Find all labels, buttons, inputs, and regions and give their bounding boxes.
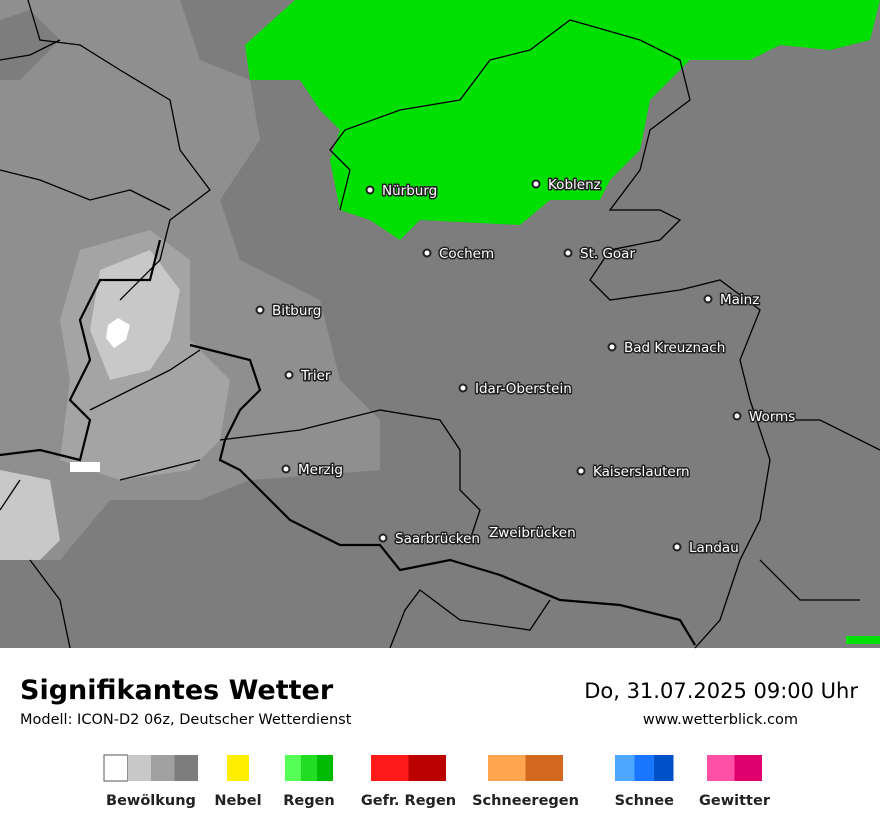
legend-swatch	[654, 755, 674, 781]
city-dot	[563, 248, 573, 258]
subtitle: Modell: ICON-D2 06z, Deutscher Wetterdie…	[20, 712, 352, 728]
city-label: Cochem	[439, 246, 494, 262]
legend-label: Regen	[283, 793, 335, 809]
legend-swatch	[174, 755, 198, 781]
city-dot	[732, 411, 742, 421]
legend-swatch	[408, 755, 446, 781]
legend-label: Gefr. Regen	[361, 793, 456, 809]
legend-label: Schnee	[615, 793, 675, 809]
legend-swatch	[707, 755, 735, 781]
city-dot	[281, 464, 291, 474]
border-line	[0, 39, 171, 211]
city-dot	[255, 305, 265, 315]
legend-swatch	[227, 755, 249, 781]
rain-area	[245, 0, 880, 240]
city-dot	[607, 342, 617, 352]
legend: Bewölkung Nebel Regen Gefr. Regen Schneerege…	[103, 754, 771, 809]
datetime: Do, 31.07.2025 09:00 Uhr	[584, 679, 858, 703]
title: Signifikantes Wetter	[20, 675, 334, 706]
city-dot	[284, 370, 294, 380]
legend-swatch	[371, 755, 409, 781]
city-label: Mainz	[720, 292, 759, 308]
city-dot	[422, 248, 432, 258]
city-dot	[576, 466, 586, 476]
legend-label: Schneeregen	[472, 793, 579, 809]
legend-label: Gewitter	[699, 793, 771, 809]
city-label: Nürburg	[382, 183, 437, 199]
footer: Signifikantes Wetter Modell: ICON-D2 06z…	[20, 675, 858, 728]
city-label: Landau	[689, 540, 739, 556]
city-label: Saarbrücken	[395, 531, 480, 547]
cloud-lighter	[0, 470, 60, 560]
legend-swatch	[301, 755, 317, 781]
city-label: Bad Kreuznach	[624, 340, 725, 356]
city-dot	[703, 294, 713, 304]
cloud-dark	[0, 10, 60, 80]
state-border	[89, 349, 201, 481]
legend-swatch	[151, 755, 175, 781]
rain-area	[846, 636, 880, 644]
legend-label: Nebel	[214, 793, 261, 809]
cities: Nürburg Koblenz Cochem St. Goar Mainz Bitburg…	[255, 176, 797, 558]
city-label: Kaiserslautern	[593, 464, 690, 480]
map: Nürburg Koblenz Cochem St. Goar Mainz Bitburg…	[0, 0, 880, 649]
cloud-lighter	[90, 250, 180, 380]
state-border	[759, 419, 880, 601]
legend-swatch	[317, 755, 333, 781]
city-dot	[672, 542, 682, 552]
legend-swatch	[615, 755, 635, 781]
legend-label: Bewölkung	[106, 793, 196, 809]
city-dot	[458, 383, 468, 393]
city-label: Worms	[749, 409, 795, 425]
city-label: Koblenz	[548, 177, 601, 193]
legend-swatch	[488, 755, 526, 781]
city-label: Idar-Oberstein	[475, 381, 572, 397]
border-line	[27, 0, 211, 301]
legend-swatch	[103, 754, 128, 782]
legend-swatch	[525, 755, 563, 781]
cloud-clear	[70, 462, 100, 472]
state-border	[329, 19, 771, 649]
legend-swatch	[734, 755, 762, 781]
city-label: St. Goar	[580, 246, 635, 262]
country-border	[189, 343, 696, 646]
state-border	[219, 409, 481, 541]
city-dot	[378, 533, 388, 543]
legend-swatch	[285, 755, 301, 781]
country-border	[0, 239, 162, 462]
city-label: Zweibrücken	[489, 525, 576, 541]
city-label: Merzig	[298, 462, 343, 478]
city-dot	[531, 179, 541, 189]
city-dot	[365, 185, 375, 195]
border-line	[0, 479, 551, 649]
city-label: Trier	[300, 368, 331, 384]
legend-swatch	[127, 755, 151, 781]
city-label: Bitburg	[272, 303, 321, 319]
website: www.wetterblick.com	[643, 712, 798, 728]
cloud-clear	[106, 318, 130, 348]
legend-swatch	[634, 755, 654, 781]
